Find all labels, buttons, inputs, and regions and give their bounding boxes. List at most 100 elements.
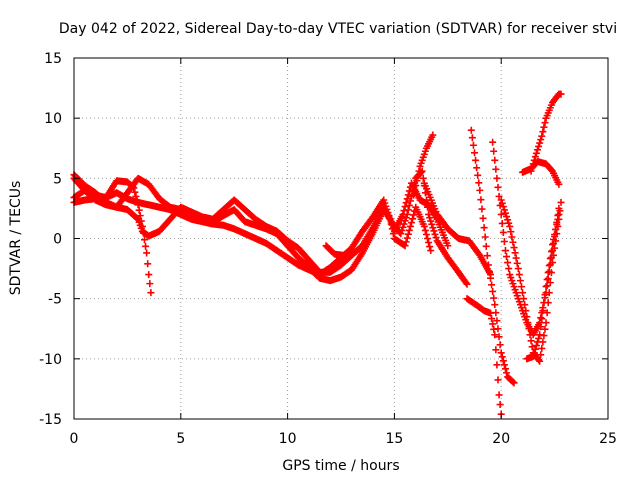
data-point — [555, 180, 563, 188]
data-point — [551, 244, 559, 252]
data-point — [406, 222, 414, 230]
data-point — [499, 228, 507, 236]
data-point — [544, 269, 552, 277]
data-point — [528, 164, 536, 172]
data-point — [491, 156, 499, 164]
data-point — [505, 265, 513, 273]
data-point — [428, 220, 436, 228]
data-point — [522, 307, 530, 315]
data-point — [523, 313, 531, 321]
data-point — [548, 241, 556, 249]
data-point — [490, 325, 498, 333]
data-point — [479, 214, 487, 222]
data-point — [552, 225, 560, 233]
data-point — [414, 172, 422, 180]
data-point — [471, 149, 478, 157]
x-tick-labels: 0 5 10 15 20 25 — [70, 431, 617, 447]
x-axis-label: GPS time / hours — [282, 458, 399, 474]
grid-lines — [74, 58, 608, 419]
data-point — [133, 214, 141, 222]
data-point — [477, 196, 485, 204]
data-point — [538, 315, 546, 323]
data-point — [539, 128, 547, 136]
data-point — [147, 289, 155, 297]
data-point — [348, 249, 356, 257]
data-point — [401, 242, 409, 250]
chart-title: Day 042 of 2022, Sidereal Day-to-day VTE… — [59, 21, 617, 37]
data-point — [536, 357, 544, 365]
data-point — [540, 299, 548, 307]
data-point — [540, 123, 548, 131]
x-tick-label: 10 — [279, 431, 297, 447]
data-point — [401, 203, 409, 211]
data-point — [469, 141, 477, 149]
data-point — [489, 138, 497, 146]
y-tick-label: 15 — [44, 51, 62, 67]
x-tick-label: 20 — [492, 431, 510, 447]
data-point — [432, 234, 440, 242]
data-point — [399, 223, 407, 231]
data-point — [444, 242, 452, 250]
data-point — [410, 191, 418, 199]
data-point — [426, 214, 434, 222]
data-point — [513, 259, 521, 267]
x-tick-label: 5 — [176, 431, 185, 447]
data-point — [472, 156, 480, 164]
data-point — [539, 307, 547, 315]
data-point — [142, 242, 150, 250]
data-point — [140, 236, 148, 244]
data-point — [529, 352, 537, 360]
data-point — [487, 309, 495, 317]
data-point — [493, 174, 501, 182]
data-point — [527, 337, 535, 345]
data-point — [415, 167, 423, 175]
data-point — [534, 146, 542, 154]
data-point — [510, 244, 518, 252]
data-point — [420, 222, 428, 230]
data-point — [493, 361, 501, 369]
data-point — [519, 289, 527, 297]
data-point — [516, 277, 524, 285]
data-point — [554, 215, 562, 223]
data-point — [504, 216, 512, 224]
axis-ticks — [73, 57, 609, 420]
data-point — [536, 319, 544, 327]
data-point — [535, 334, 543, 342]
data-point — [488, 281, 496, 289]
data-series — [420, 179, 495, 279]
data-series — [527, 90, 565, 175]
data-point — [130, 184, 138, 192]
data-point — [405, 226, 413, 234]
data-point — [524, 319, 532, 327]
data-point — [506, 222, 514, 230]
x-tick-label: 0 — [70, 431, 79, 447]
data-point — [527, 167, 535, 175]
data-point — [500, 206, 508, 214]
data-point — [547, 248, 555, 256]
data-point — [540, 332, 548, 340]
data-point — [411, 186, 419, 194]
data-point — [545, 289, 553, 297]
data-point — [546, 255, 554, 263]
data-point — [131, 188, 139, 196]
data-points — [70, 90, 565, 418]
data-point — [529, 160, 537, 168]
data-point — [501, 365, 509, 373]
data-point — [467, 126, 475, 134]
data-point — [530, 349, 538, 357]
data-point — [553, 220, 561, 228]
data-point — [474, 171, 482, 179]
data-point — [503, 253, 511, 261]
data-point — [551, 230, 559, 238]
data-series — [410, 131, 437, 199]
data-point — [541, 291, 549, 299]
data-point — [505, 219, 513, 227]
y-tick-label: -5 — [48, 292, 62, 308]
data-point — [404, 230, 412, 238]
data-point — [557, 90, 565, 98]
data-point — [556, 207, 564, 215]
data-point — [497, 196, 505, 204]
y-tick-label: 0 — [53, 232, 62, 248]
data-point — [145, 271, 153, 279]
